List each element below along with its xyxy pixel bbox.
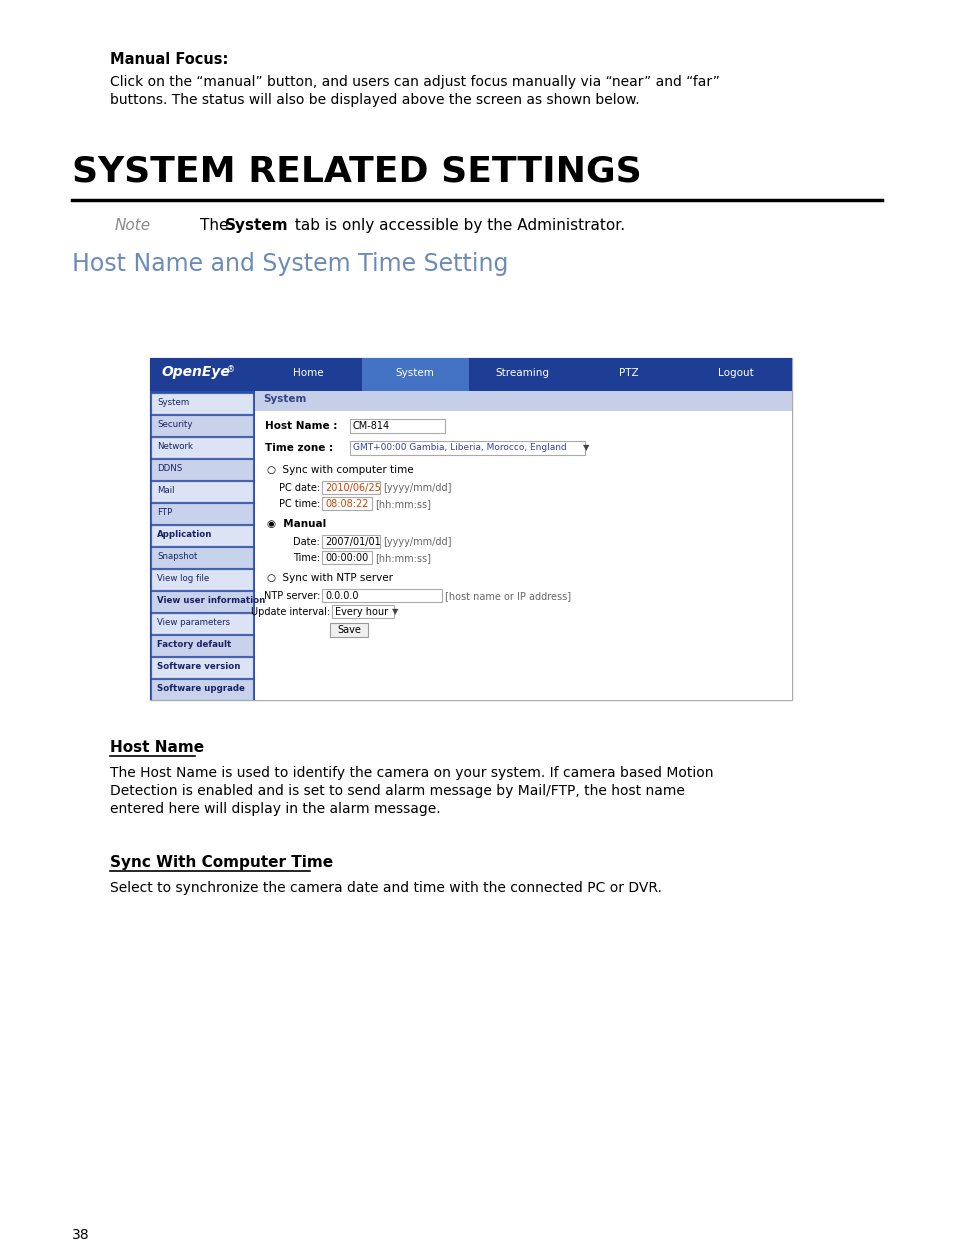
Text: Manual Focus:: Manual Focus:	[110, 52, 228, 67]
Bar	[152, 592, 253, 612]
Text: [hh:mm:ss]: [hh:mm:ss]	[375, 553, 431, 563]
Bar	[254, 391, 791, 411]
Text: ◉  Manual: ◉ Manual	[267, 519, 326, 529]
Text: System: System	[157, 398, 189, 407]
Bar	[350, 419, 444, 433]
Text: ▼: ▼	[582, 443, 589, 452]
Bar	[150, 358, 791, 700]
Bar	[152, 636, 253, 656]
Text: View user information: View user information	[157, 597, 265, 605]
Bar	[361, 358, 469, 391]
Bar	[152, 504, 253, 524]
Text: 0.0.0.0: 0.0.0.0	[325, 592, 358, 602]
Bar	[152, 438, 253, 458]
Text: CM-814: CM-814	[353, 421, 390, 431]
Bar	[330, 623, 368, 636]
Text: [host name or IP address]: [host name or IP address]	[444, 592, 571, 602]
Text: Host Name and System Time Setting: Host Name and System Time Setting	[71, 252, 508, 276]
Text: 2007/01/01: 2007/01/01	[325, 537, 380, 547]
Text: View log file: View log file	[157, 574, 209, 583]
Text: System: System	[395, 368, 434, 378]
Text: Logout: Logout	[718, 368, 753, 378]
Text: SYSTEM RELATED SETTINGS: SYSTEM RELATED SETTINGS	[71, 155, 641, 188]
Text: GMT+00:00 Gambia, Liberia, Morocco, England: GMT+00:00 Gambia, Liberia, Morocco, Engl…	[353, 443, 566, 452]
Text: Update interval:: Update interval:	[251, 607, 330, 617]
Text: 08:08:22: 08:08:22	[325, 499, 368, 509]
Text: Time zone :: Time zone :	[265, 443, 333, 453]
Text: NTP server:: NTP server:	[263, 592, 319, 602]
Bar	[150, 391, 254, 700]
Bar	[322, 535, 379, 548]
Bar	[322, 552, 372, 564]
Text: System: System	[225, 218, 289, 233]
Bar	[152, 570, 253, 590]
Bar	[152, 658, 253, 678]
Bar	[152, 614, 253, 634]
Text: [hh:mm:ss]: [hh:mm:ss]	[375, 499, 431, 509]
Text: PC date:: PC date:	[278, 483, 319, 493]
Text: Network: Network	[157, 442, 193, 451]
Text: Time:: Time:	[293, 553, 319, 563]
Text: Detection is enabled and is set to send alarm message by Mail/FTP, the host name: Detection is enabled and is set to send …	[110, 784, 684, 797]
Bar	[332, 605, 394, 618]
Bar	[152, 416, 253, 436]
Text: Snapshot: Snapshot	[157, 552, 197, 562]
Bar	[152, 482, 253, 502]
Bar	[350, 441, 584, 456]
Text: ▼: ▼	[392, 607, 398, 617]
Text: Date:: Date:	[293, 537, 319, 547]
Text: Software version: Software version	[157, 661, 240, 671]
Text: PC time:: PC time:	[278, 499, 319, 509]
Text: Home: Home	[293, 368, 323, 378]
Text: ○  Sync with NTP server: ○ Sync with NTP server	[267, 573, 393, 583]
Text: [yyyy/mm/dd]: [yyyy/mm/dd]	[382, 483, 451, 493]
Bar	[152, 525, 253, 547]
Text: Application: Application	[157, 530, 213, 539]
Bar	[254, 358, 791, 391]
Text: Save: Save	[336, 625, 360, 635]
Text: Note: Note	[115, 218, 151, 233]
Text: The Host Name is used to identify the camera on your system. If camera based Mot: The Host Name is used to identify the ca…	[110, 766, 713, 780]
Bar	[152, 548, 253, 568]
Text: PTZ: PTZ	[618, 368, 639, 378]
Bar	[152, 394, 253, 414]
Text: Host Name: Host Name	[110, 740, 204, 755]
Bar	[322, 589, 441, 602]
Text: entered here will display in the alarm message.: entered here will display in the alarm m…	[110, 802, 440, 816]
Text: Mail: Mail	[157, 485, 174, 495]
Text: Software upgrade: Software upgrade	[157, 684, 245, 693]
Text: 38: 38	[71, 1228, 90, 1242]
Text: Select to synchronize the camera date and time with the connected PC or DVR.: Select to synchronize the camera date an…	[110, 881, 661, 895]
Text: buttons. The status will also be displayed above the screen as shown below.: buttons. The status will also be display…	[110, 94, 639, 107]
Text: DDNS: DDNS	[157, 464, 182, 473]
Text: Sync With Computer Time: Sync With Computer Time	[110, 855, 333, 870]
Text: [yyyy/mm/dd]: [yyyy/mm/dd]	[382, 537, 451, 547]
Text: Host Name :: Host Name :	[265, 421, 337, 431]
Text: Click on the “manual” button, and users can adjust focus manually via “near” and: Click on the “manual” button, and users …	[110, 75, 720, 89]
Text: 2010/06/25: 2010/06/25	[325, 483, 380, 493]
Text: Factory default: Factory default	[157, 640, 231, 649]
Text: FTP: FTP	[157, 508, 172, 517]
Text: ○  Sync with computer time: ○ Sync with computer time	[267, 466, 414, 475]
Text: OpenEye: OpenEye	[162, 364, 231, 379]
Bar	[322, 497, 372, 510]
Text: Streaming: Streaming	[495, 368, 548, 378]
Text: View parameters: View parameters	[157, 618, 230, 626]
Bar	[150, 358, 254, 391]
Bar	[152, 461, 253, 480]
Bar	[322, 480, 379, 494]
Text: Every hour: Every hour	[335, 607, 388, 617]
Bar	[254, 391, 791, 700]
Text: 00:00:00: 00:00:00	[325, 553, 368, 563]
Text: The: The	[200, 218, 233, 233]
Text: Security: Security	[157, 421, 193, 429]
Text: tab is only accessible by the Administrator.: tab is only accessible by the Administra…	[290, 218, 624, 233]
Bar	[152, 680, 253, 700]
Text: System: System	[263, 394, 306, 404]
Text: ®: ®	[227, 364, 235, 374]
